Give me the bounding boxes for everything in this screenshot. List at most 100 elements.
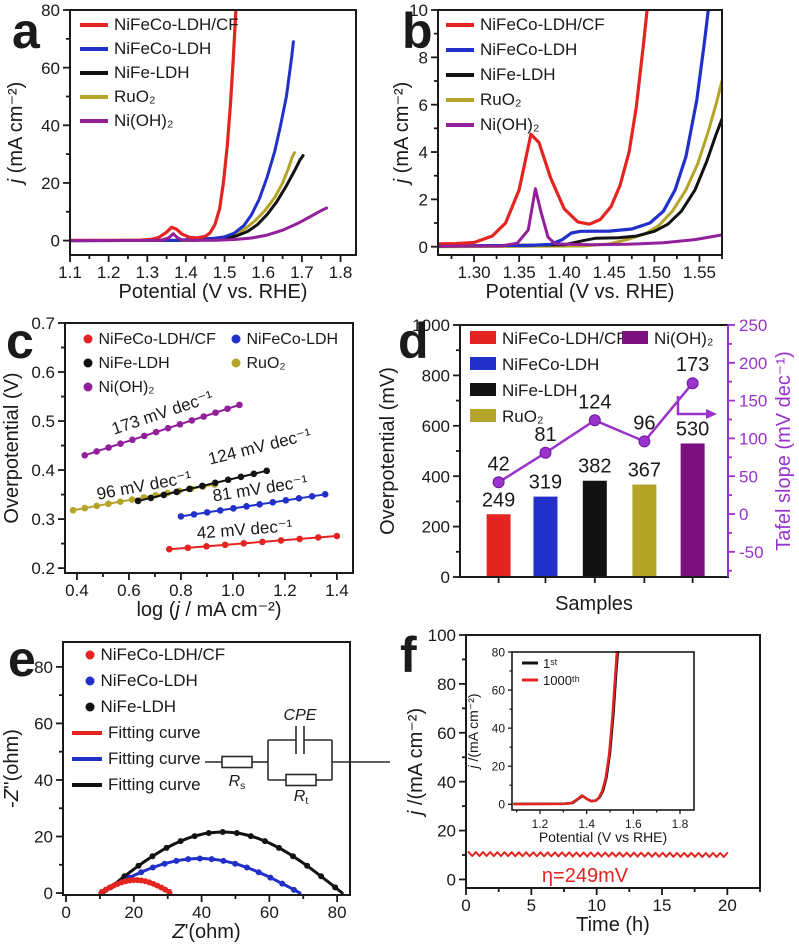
x-tick-label: 20 <box>718 896 737 915</box>
y-tick-label: 100 <box>428 626 456 645</box>
x-tick-label: 0.4 <box>65 581 89 600</box>
x-tick-label: 1.55 <box>683 263 716 282</box>
data-point <box>588 414 601 427</box>
panel-letter-d: d <box>398 313 429 369</box>
data-point <box>163 844 170 851</box>
data-point <box>308 493 316 500</box>
point-value-label: 173 <box>676 354 709 376</box>
data-point <box>152 428 160 436</box>
legend-label: NiFeCo-LDH/CF <box>99 331 217 348</box>
y-tick-label: 40 <box>437 773 456 792</box>
chart-b: 1.30 1.35 1.40 1.45 1.50 1.55 0 2 4 6 8 10 Potential… <box>391 1 723 303</box>
data-point <box>321 491 329 498</box>
y2-tick-label: 0 <box>739 505 748 524</box>
data-point <box>539 446 552 459</box>
chart-d: 249 319 382 367 530 42 81 124 96 173 0 200 400 600 800… <box>377 313 795 615</box>
series-chronoamperometry <box>467 851 729 858</box>
data-point <box>318 873 325 880</box>
legend-swatch-rect <box>470 357 496 370</box>
data-point <box>177 838 184 845</box>
y2-tick-label: 250 <box>739 316 767 335</box>
legend-label: 1ˢᵗ <box>543 656 558 671</box>
point-value-label: 124 <box>578 391 611 413</box>
data-point <box>221 541 229 549</box>
y-tick-label: 60 <box>437 724 456 743</box>
y-tick-label: 60 <box>492 683 506 697</box>
panel-a-lsv-full: 1.1 1.2 1.3 1.4 1.5 1.6 1.7 1.8 0 20 40 60 80 Potenti… <box>0 0 400 303</box>
data-point <box>279 880 286 887</box>
legend-label: Ni(OH)₂ <box>114 111 173 130</box>
bar-value-label: 367 <box>628 460 661 482</box>
plot-frame <box>437 9 723 256</box>
data-point <box>282 497 290 504</box>
series-NiFe-LDH <box>69 154 305 243</box>
chart-f: 0 5 10 15 20 0 20 40 60 80 100 Time (h) j /(mA cm⁻²)… <box>400 626 761 936</box>
y2-tick-label: 150 <box>739 392 767 411</box>
series-group <box>486 377 705 577</box>
x-tick-label: 80 <box>328 903 347 922</box>
x-tick-label: 40 <box>192 903 211 922</box>
y-axis-label: Overpotential (V) <box>1 372 23 523</box>
data-point <box>236 401 243 409</box>
panel-b-lsv-zoom: 1.30 1.35 1.40 1.45 1.50 1.55 0 2 4 6 8 10 Potential… <box>391 0 799 303</box>
legend-swatch-rect <box>470 331 496 344</box>
data-point <box>295 495 303 502</box>
y-tick-label: 2 <box>419 190 428 209</box>
data-point <box>638 435 651 448</box>
legend-label: Ni(OH)₂ <box>480 115 539 134</box>
data-point <box>105 444 112 451</box>
data-point <box>140 432 148 440</box>
series-group <box>513 651 620 806</box>
data-point <box>164 424 172 432</box>
data-point <box>81 504 89 512</box>
y-tick-label: 0.4 <box>31 461 55 480</box>
data-point <box>243 503 250 510</box>
x-tick-label: 1.35 <box>503 263 536 282</box>
legend-swatch-dot <box>85 650 95 660</box>
y-tick-label: 60 <box>34 715 53 734</box>
data-point <box>233 830 240 837</box>
legend-label: 1000ᵗʰ <box>543 673 580 688</box>
y-tick-label: 80 <box>41 1 60 20</box>
data-point <box>304 862 311 869</box>
bar-1 <box>533 496 558 577</box>
y-axis-label: Overpotential (mV) <box>377 367 399 535</box>
legend-label: RuO₂ <box>480 90 522 109</box>
y-tick-label: 0.2 <box>31 559 55 578</box>
plot-frame <box>64 322 354 574</box>
x-tick-label: 1.4 <box>325 581 349 600</box>
data-point <box>203 509 211 516</box>
panel-d-overpotential-bars: 249 319 382 367 530 42 81 124 96 173 0 200 400 600 800… <box>377 300 799 620</box>
data-point <box>116 498 124 505</box>
legend-label: NiFeCo-LDH <box>114 39 211 58</box>
data-point <box>332 884 339 891</box>
y-axis-label: j (mA cm⁻²) <box>391 82 413 187</box>
x-axis-label: Time (h) <box>576 914 650 936</box>
x-tick-label: 1.50 <box>638 263 671 282</box>
data-point <box>232 860 239 867</box>
bar-value-label: 530 <box>676 418 709 440</box>
series-NiFeCo-LDH <box>437 9 711 248</box>
x-tick-label: 1.6 <box>625 817 642 831</box>
point-value-label: 81 <box>534 424 556 446</box>
legend-label: RuO₂ <box>502 407 544 426</box>
data-point <box>166 888 173 895</box>
data-point <box>93 448 100 455</box>
legend-swatch-rect <box>470 383 496 396</box>
legend-label: RuO₂ <box>114 87 156 106</box>
y-tick-label: 20 <box>41 174 60 193</box>
annotation: 124 mV dec⁻¹ <box>206 425 313 469</box>
y-tick-label: 0 <box>44 884 53 903</box>
panel-c-tafel-plots: 0.4 0.6 0.8 1.0 1.2 1.4 0.2 0.3 0.4 0.5 0.6 0.7 log … <box>0 300 400 621</box>
bar-0 <box>486 514 511 577</box>
y-tick-label: 0 <box>51 232 60 251</box>
chart-e: 0 20 40 60 80 0 20 40 60 80 Z'(ohm) -Z''(ohm) NiFeCo… <box>1 631 390 943</box>
data-point <box>160 491 168 499</box>
legend-swatch-rect <box>470 409 496 422</box>
y-tick-label: 20 <box>437 822 456 841</box>
x-tick-label: 1.30 <box>458 263 491 282</box>
y-tick-label: 600 <box>422 417 450 436</box>
legend-swatch-dot <box>231 358 241 368</box>
series-NiFe-LDH <box>437 117 723 248</box>
y-axis-label: j /(mA cm⁻²) <box>465 693 481 770</box>
